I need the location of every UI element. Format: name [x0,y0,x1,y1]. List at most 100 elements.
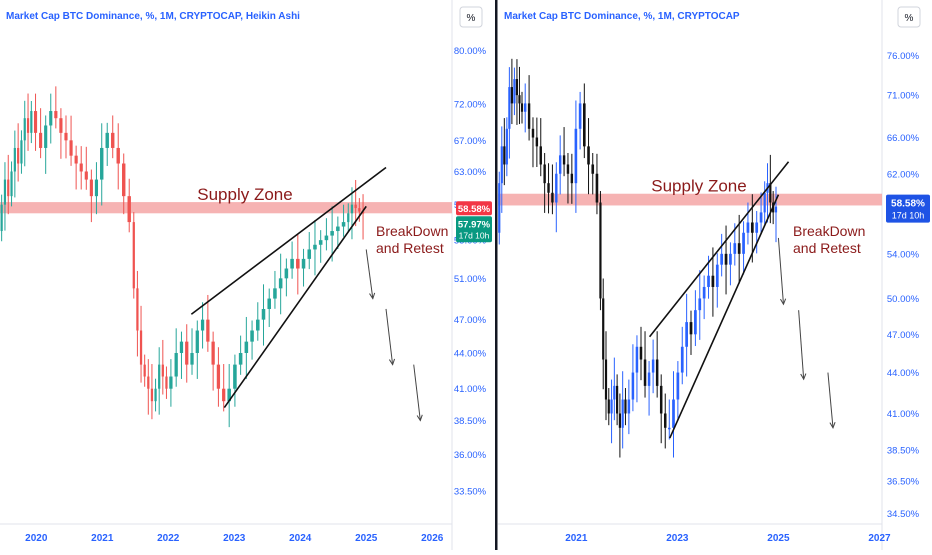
candle-body-41 [179,341,184,353]
candle-body-23 [574,128,578,184]
panel-divider [495,0,498,550]
candle-body-23 [100,147,104,180]
candle-body-66 [318,240,323,245]
candle-body-8 [26,118,30,133]
candle-body-12 [44,125,48,148]
candle-body-42 [185,341,189,365]
candle-body-2 [503,146,506,165]
breakdown-label: BreakDown [376,223,448,239]
candle-body-68 [330,231,334,236]
candle-body-25 [583,103,586,147]
y-tick-label-7: 47.00% [887,330,920,341]
candles [498,58,778,458]
candle-body-7 [515,79,519,96]
candle-body-7 [23,118,26,141]
candle-body-55 [694,310,697,335]
candle-body-48 [216,364,221,389]
candle-body-11 [39,132,43,148]
candle-body-21 [566,164,570,174]
y-tick-label-3: 62.00% [887,169,920,180]
candle-body-43 [190,352,194,365]
candle-body-59 [278,278,283,289]
candle-body-70 [759,212,763,223]
candle-body-17 [551,192,554,203]
candle-body-67 [746,222,750,233]
candle-body-62 [296,258,300,269]
y-tick-label-6: 50.00% [887,294,920,305]
projection-arrowhead-1 [800,373,807,381]
candle-body-45 [200,319,205,331]
candle-body-56 [698,298,702,311]
retest-label: and Retest [793,240,861,256]
y-tick-label-6: 51.00% [454,274,487,285]
projection-arrowhead-0 [780,298,787,306]
candle-body-36 [158,364,161,389]
price-tag-current-label: 58.58% [891,199,925,210]
candle-body-51 [233,364,237,389]
candle-body-29 [132,222,135,289]
candle-body-58 [273,288,277,299]
projection-arrow-1 [798,310,805,380]
candle-body-71 [347,213,350,223]
candle-body-32 [607,399,610,414]
candle-body-65 [737,243,741,254]
y-tick-label-1: 72.00% [454,99,487,110]
percent-scale-button[interactable] [459,6,483,28]
candle-body-63 [301,258,306,269]
candle-body-62 [724,253,728,265]
x-tick-label-3: 2027 [868,533,891,544]
candle-body-66 [742,232,745,254]
candle-body-9 [520,103,524,112]
y-tick-label-0: 80.00% [454,46,487,57]
candle-body-65 [313,244,317,250]
supply-zone-band [498,193,882,206]
candle-body-8 [518,95,521,104]
supply-zone-label: Supply Zone [197,185,292,204]
candle-body-69 [336,226,340,232]
candle-body-49 [222,388,226,402]
percent-scale-button-label: % [467,13,476,24]
y-tick-label-5: 54.00% [887,249,920,260]
candle-body-39 [627,399,631,414]
candle-body-2 [7,179,10,197]
candle-body-74 [358,208,361,212]
candle-body-42 [639,346,643,360]
candle-body-38 [624,399,627,414]
y-tick-label-12: 33.50% [454,486,487,497]
supply-zone-label: Supply Zone [651,177,746,196]
candle-body-4 [13,147,16,172]
candle-body-46 [206,319,210,342]
x-tick-label-3: 2023 [223,533,246,544]
y-tick-label-3: 63.00% [454,167,487,178]
candle-body-64 [307,249,312,259]
candle-body-47 [211,341,215,365]
candle-body-14 [539,146,542,165]
candle-body-59 [711,275,715,287]
percent-scale-button[interactable] [897,6,921,28]
retest-label: and Retest [376,240,444,256]
y-tick-label-8: 44.00% [887,368,920,379]
candle-body-46 [655,359,659,386]
y-tick-label-9: 41.00% [887,409,920,420]
wedge-upper-line [648,161,790,338]
candles [0,86,365,428]
candle-body-53 [685,322,688,347]
x-tick-label-4: 2024 [289,533,312,544]
candle-body-3 [10,171,13,197]
candle-body-57 [267,298,271,309]
candle-body-55 [256,319,260,331]
candle-body-67 [324,235,329,241]
candle-body-20 [562,155,566,165]
candle-body-43 [643,359,647,386]
candle-body-18 [74,155,78,164]
candle-body-16 [547,183,550,193]
price-tag-countdown: 17d 10h [459,230,490,240]
x-tick-label-2: 2025 [767,533,790,544]
candle-body-1 [3,179,7,205]
y-tick-label-2: 67.00% [454,136,487,147]
candle-body-75 [361,211,365,214]
candle-body-6 [20,140,23,164]
projection-arrowhead-2 [416,414,423,422]
